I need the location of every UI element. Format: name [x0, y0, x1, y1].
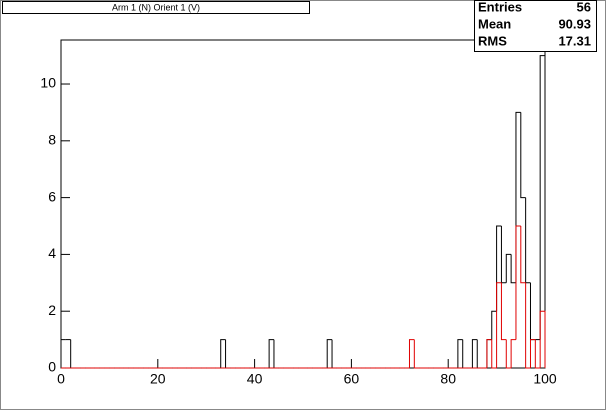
- stats-label: Entries: [478, 0, 522, 14]
- histogram-step: [413, 339, 420, 369]
- y-tick-label: 4: [48, 245, 56, 261]
- histogram-step: [408, 339, 415, 368]
- stats-box: Entries 56 Mean 90.93 RMS 17.31: [474, 0, 597, 52]
- histogram-step: [496, 282, 502, 368]
- histogram-step: [529, 339, 536, 368]
- stats-value: 90.93: [558, 16, 591, 31]
- x-tick-label: 80: [440, 371, 456, 387]
- title-box: [2, 1, 310, 14]
- y-tick-label: 8: [48, 132, 56, 148]
- histogram-step: [520, 112, 526, 199]
- histogram-step: [60, 339, 66, 368]
- histogram-step: [539, 55, 546, 368]
- histogram-step: [220, 339, 226, 368]
- chart-title: Arm 1 (N) Orient 1 (V): [112, 2, 200, 12]
- histogram-step: [486, 339, 492, 368]
- histogram-step: [471, 339, 478, 368]
- stats-value: 56: [577, 0, 591, 14]
- x-tick-label: 40: [247, 371, 263, 387]
- histogram-step: [525, 282, 531, 369]
- x-tick-label: 0: [57, 371, 65, 387]
- y-tick-label: 2: [48, 302, 56, 318]
- x-tick-label: 20: [150, 371, 166, 387]
- histogram-step: [520, 226, 526, 284]
- stats-value: 17.31: [558, 33, 591, 48]
- stats-frame: [474, 0, 597, 52]
- x-tick-label: 60: [344, 371, 360, 387]
- plot-frame: [60, 39, 546, 369]
- histogram-step: [534, 339, 541, 369]
- y-tick-label: 6: [48, 188, 56, 204]
- histogram-step: [505, 339, 512, 369]
- histogram-step: [510, 254, 516, 284]
- histogram-step: [500, 282, 507, 341]
- histogram-step: [326, 339, 333, 368]
- histogram-step: [491, 310, 497, 340]
- y-tick-label: 10: [40, 75, 56, 91]
- histogram-step: [505, 253, 512, 283]
- histogram-step: [491, 339, 497, 369]
- stats-label: RMS: [478, 33, 507, 48]
- histogram-step: [510, 339, 516, 368]
- x-tick-label: 100: [533, 371, 557, 387]
- histogram-step: [539, 310, 546, 368]
- histogram-step: [268, 339, 274, 368]
- stats-label: Mean: [478, 16, 511, 31]
- histogram-step: [457, 339, 463, 368]
- y-tick-label: 0: [48, 359, 56, 375]
- histogram-step: [515, 225, 521, 340]
